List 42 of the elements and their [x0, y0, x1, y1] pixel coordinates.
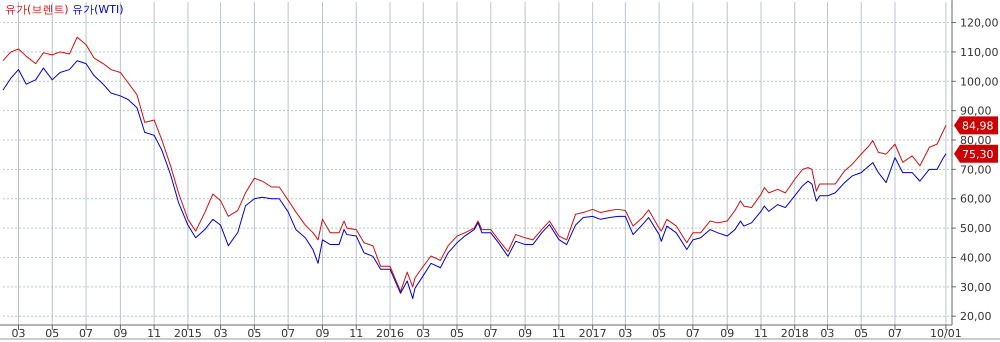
x-tick-label: 05	[450, 327, 464, 340]
y-tick-label: 110,00	[960, 46, 998, 59]
x-tick-label: 05	[652, 327, 666, 340]
y-tick-label: 30,00	[960, 280, 992, 294]
annotation: 84,98	[962, 119, 994, 132]
x-tick-label: 2016	[376, 327, 404, 340]
x-tick-label: 07	[686, 327, 700, 340]
annotation: 75,30	[962, 148, 994, 161]
x-tick-label: 09	[720, 327, 734, 340]
x-tick-label: 10/01	[930, 327, 962, 340]
x-tick-label: 05	[247, 327, 262, 340]
y-tick-label: 90,00	[960, 104, 992, 118]
y-tick-label: 100,00	[960, 75, 998, 88]
x-tick-label: 07	[484, 327, 498, 340]
y-tick-label: 70,00	[960, 163, 992, 176]
x-tick-label: 09	[518, 327, 532, 340]
x-tick-label: 11	[349, 327, 364, 340]
legend: 유가(브렌트) 유가(WTI)	[5, 3, 124, 16]
x-tick-label: 09	[113, 327, 128, 340]
x-tick-label: 2018	[780, 327, 809, 340]
x-tick-label: 09	[315, 327, 330, 340]
x-tick-label: 05	[854, 327, 868, 340]
y-tick-label: 120,00	[960, 16, 998, 30]
x-tick-label: 11	[552, 327, 566, 340]
x-tick-label: 05	[45, 327, 60, 340]
x-tick-label: 03	[416, 327, 430, 340]
x-tick-label: 03	[820, 327, 834, 340]
x-tick-label: 11	[754, 327, 768, 340]
x-tick-label: 07	[79, 327, 94, 340]
x-tick-label: 07	[281, 327, 296, 340]
x-tick-label: 03	[12, 327, 26, 340]
y-tick-label: 20,00	[960, 310, 992, 324]
y-tick-label: 60,00	[960, 192, 992, 206]
x-tick-label: 03	[618, 327, 632, 340]
y-tick-label: 40,00	[960, 251, 992, 264]
x-tick-label: 07	[888, 327, 902, 340]
x-tick-label: 03	[214, 327, 228, 340]
x-tick-label: 11	[147, 327, 162, 340]
y-tick-label: 50,00	[960, 222, 992, 236]
x-tick-label: 2015	[174, 327, 202, 340]
y-tick-label: 80,00	[960, 134, 992, 148]
x-tick-label: 2017	[578, 327, 607, 340]
